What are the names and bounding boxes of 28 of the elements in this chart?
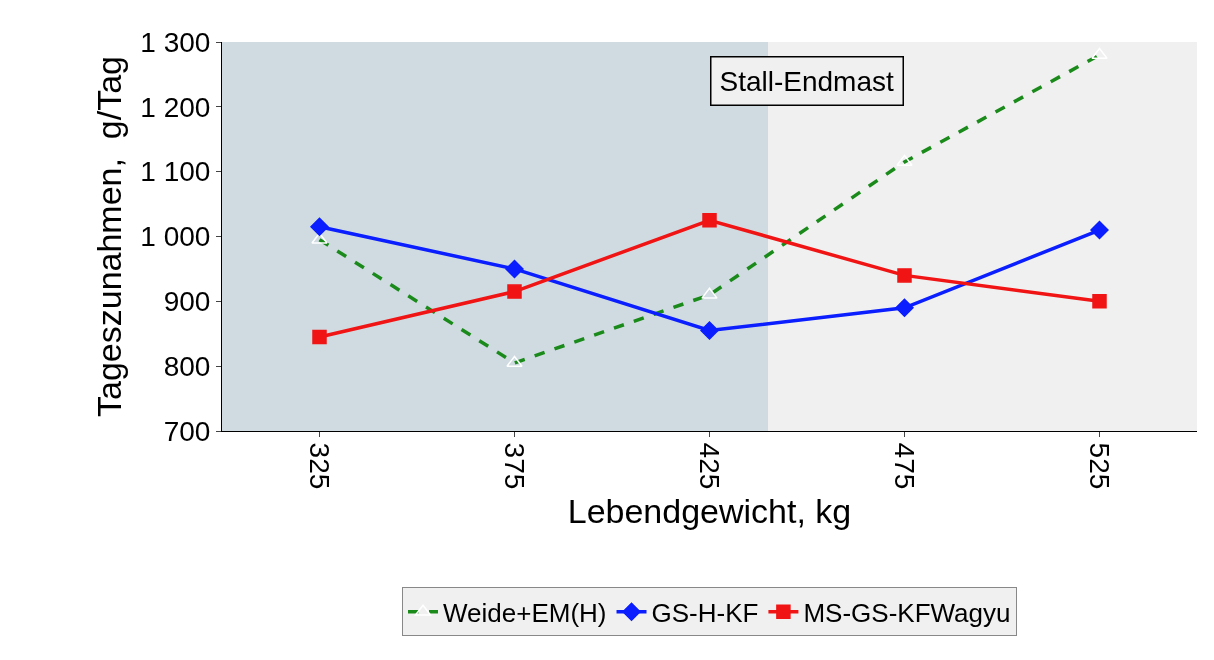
annotation: Stall-Endmast [719, 65, 895, 97]
point [1090, 220, 1109, 240]
x-tick-label: 375 [499, 442, 531, 490]
point [310, 217, 329, 236]
point [702, 213, 717, 228]
x-tick-label: 525 [1084, 442, 1116, 490]
x-axis-title: Lebendgewicht, kg [567, 491, 852, 530]
point [897, 268, 912, 283]
legend-label: Weide+EM(H) [443, 597, 607, 628]
point [700, 321, 719, 340]
x-tick-label: 425 [694, 442, 726, 490]
y-tick-label: 1 100 [140, 156, 211, 188]
x-tick-label: 475 [889, 442, 921, 490]
y-tick-label: 800 [163, 350, 211, 382]
point [312, 329, 327, 345]
legend-label: GS-H-KF [651, 597, 759, 628]
y-tick-label: 1 300 [140, 26, 211, 58]
legend-label: MS-GS-KFWagyu [803, 597, 1011, 628]
y-tick-label: 900 [163, 286, 211, 318]
y-tick-label: 1 000 [140, 221, 211, 253]
y-tick-label: 1 200 [140, 91, 211, 123]
point [507, 284, 522, 299]
point [505, 259, 524, 279]
x-tick-label: 325 [304, 442, 336, 490]
point [895, 298, 914, 318]
point [1092, 294, 1107, 309]
y-axis-title: Tageszunahmen, g/Tag [89, 55, 128, 418]
y-tick-label: 700 [163, 415, 211, 447]
